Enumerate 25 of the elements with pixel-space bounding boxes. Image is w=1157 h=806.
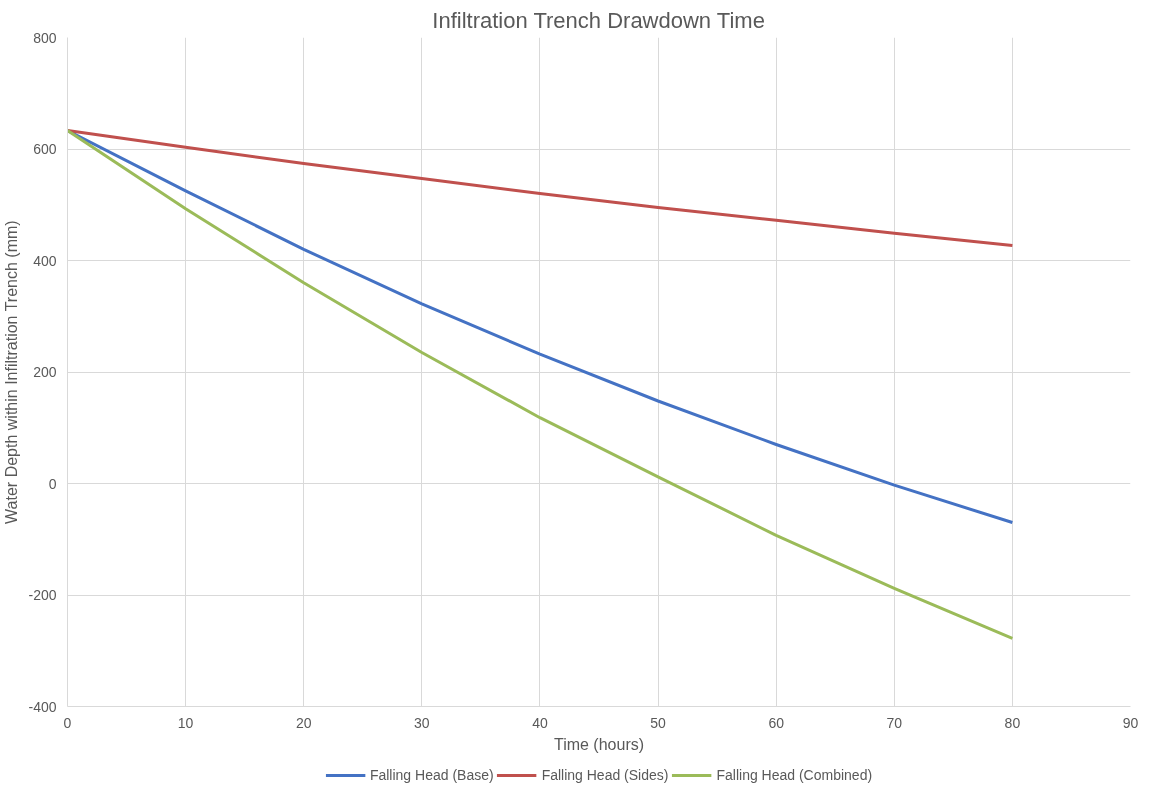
line-series [67, 129, 1014, 640]
line-series [67, 129, 1014, 247]
x-tick-label: 60 [768, 714, 785, 731]
y-tick-label: 0 [48, 475, 57, 492]
legend-label: Falling Head (Base) [369, 767, 494, 783]
x-tick-label: 90 [1122, 714, 1139, 731]
x-tick-label: 40 [532, 714, 548, 731]
x-tick-label: 80 [1004, 714, 1021, 731]
x-tick-label: 30 [414, 714, 430, 731]
legend-label: Falling Head (Sides) [541, 767, 669, 783]
y-tick-label: 200 [33, 364, 57, 380]
y-tick-label: 600 [33, 141, 57, 157]
x-tick-label: 50 [650, 714, 667, 731]
y-axis-title: Water Depth within Infiltration Trench (mm) [3, 220, 21, 524]
legend-label: Falling Head (Combined) [716, 767, 873, 783]
x-axis-title: Time (hours) [553, 735, 645, 753]
x-tick-label: 70 [886, 714, 903, 731]
x-tick-label: 10 [177, 714, 194, 731]
x-tick-label: 20 [295, 714, 312, 731]
chart-title: Infiltration Trench Drawdown Time [432, 7, 765, 33]
y-tick-label: 400 [33, 252, 57, 269]
y-tick-label: -200 [28, 587, 57, 603]
y-tick-label: 800 [33, 29, 57, 46]
x-tick-label: 0 [63, 714, 72, 731]
y-tick-label: -400 [28, 698, 57, 715]
